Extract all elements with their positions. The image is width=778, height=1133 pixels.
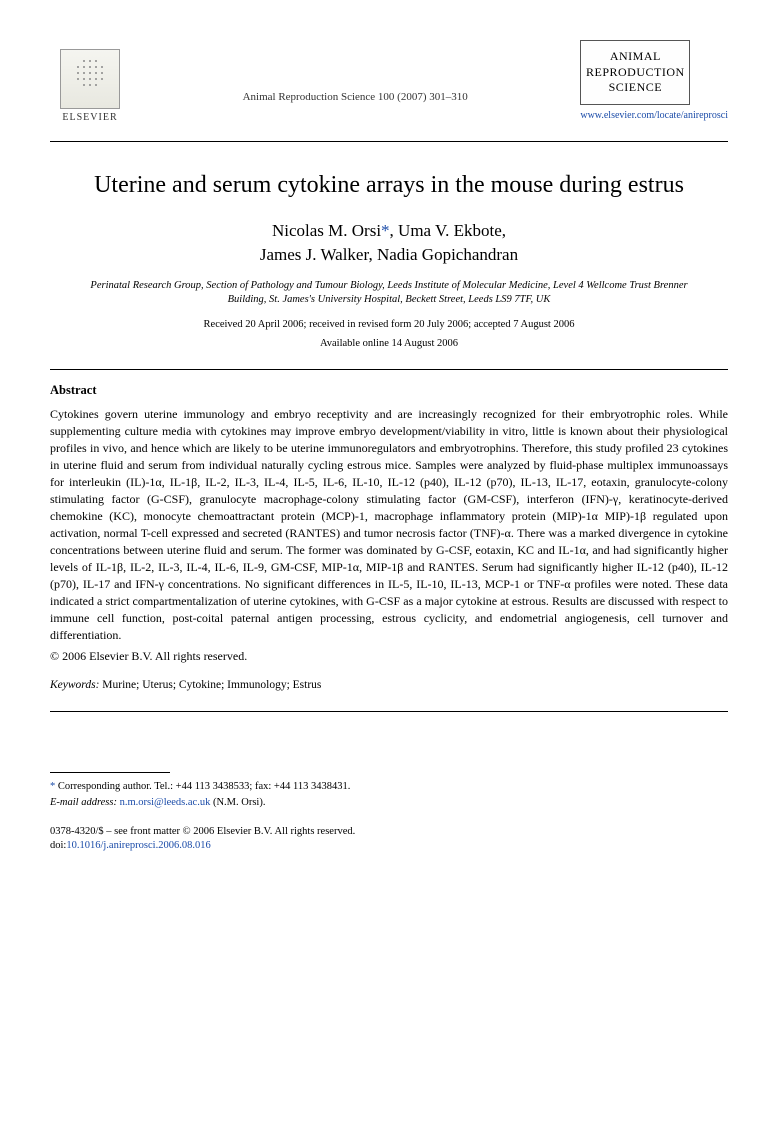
doi-line: doi:10.1016/j.anireprosci.2006.08.016 [50,839,728,854]
online-date: Available online 14 August 2006 [50,337,728,352]
journal-box-line1: ANIMAL [585,49,685,65]
email-label: E-mail address: [50,797,117,808]
corresponding-author: * Corresponding author. Tel.: +44 113 34… [50,779,728,811]
corresponding-asterisk[interactable]: * [381,221,390,240]
footer-bottom: 0378-4320/$ – see front matter © 2006 El… [50,825,728,854]
authors: Nicolas M. Orsi*, Uma V. Ekbote, James J… [50,219,728,267]
journal-box-wrapper: ANIMAL REPRODUCTION SCIENCE www.elsevier… [580,40,728,133]
elsevier-tree-icon [60,49,120,109]
abstract-heading: Abstract [50,382,728,400]
received-dates: Received 20 April 2006; received in revi… [50,318,728,333]
keywords-label: Keywords: [50,679,99,691]
journal-url[interactable]: www.elsevier.com/locate/anireprosci [580,109,728,123]
author-2: , Uma V. Ekbote, [390,221,506,240]
publisher-logo: ELSEVIER [50,40,130,125]
keywords: Keywords: Murine; Uterus; Cytokine; Immu… [50,677,728,693]
header-row: ELSEVIER Animal Reproduction Science 100… [50,40,728,133]
journal-title-box: ANIMAL REPRODUCTION SCIENCE [580,40,690,105]
journal-box-line3: SCIENCE [585,80,685,96]
authors-line2: James J. Walker, Nadia Gopichandran [260,245,518,264]
header-divider [50,141,728,142]
abstract-divider-top [50,369,728,370]
footnote-divider [50,772,170,773]
corresponding-text: Corresponding author. Tel.: +44 113 3438… [55,781,350,792]
doi-label: doi: [50,840,66,851]
affiliation: Perinatal Research Group, Section of Pat… [80,279,698,308]
publisher-name: ELSEVIER [62,111,117,125]
doi-link[interactable]: 10.1016/j.anireprosci.2006.08.016 [66,840,210,851]
abstract-body: Cytokines govern uterine immunology and … [50,406,728,644]
email-suffix: (N.M. Orsi). [210,797,265,808]
article-title: Uterine and serum cytokine arrays in the… [90,170,688,201]
keywords-list: Murine; Uterus; Cytokine; Immunology; Es… [99,679,321,691]
abstract-divider-bottom [50,711,728,712]
author-1: Nicolas M. Orsi [272,221,381,240]
journal-citation: Animal Reproduction Science 100 (2007) 3… [243,90,468,105]
journal-box-line2: REPRODUCTION [585,65,685,81]
email-link[interactable]: n.m.orsi@leeds.ac.uk [120,797,211,808]
copyright: © 2006 Elsevier B.V. All rights reserved… [50,648,728,665]
issn-line: 0378-4320/$ – see front matter © 2006 El… [50,825,728,840]
